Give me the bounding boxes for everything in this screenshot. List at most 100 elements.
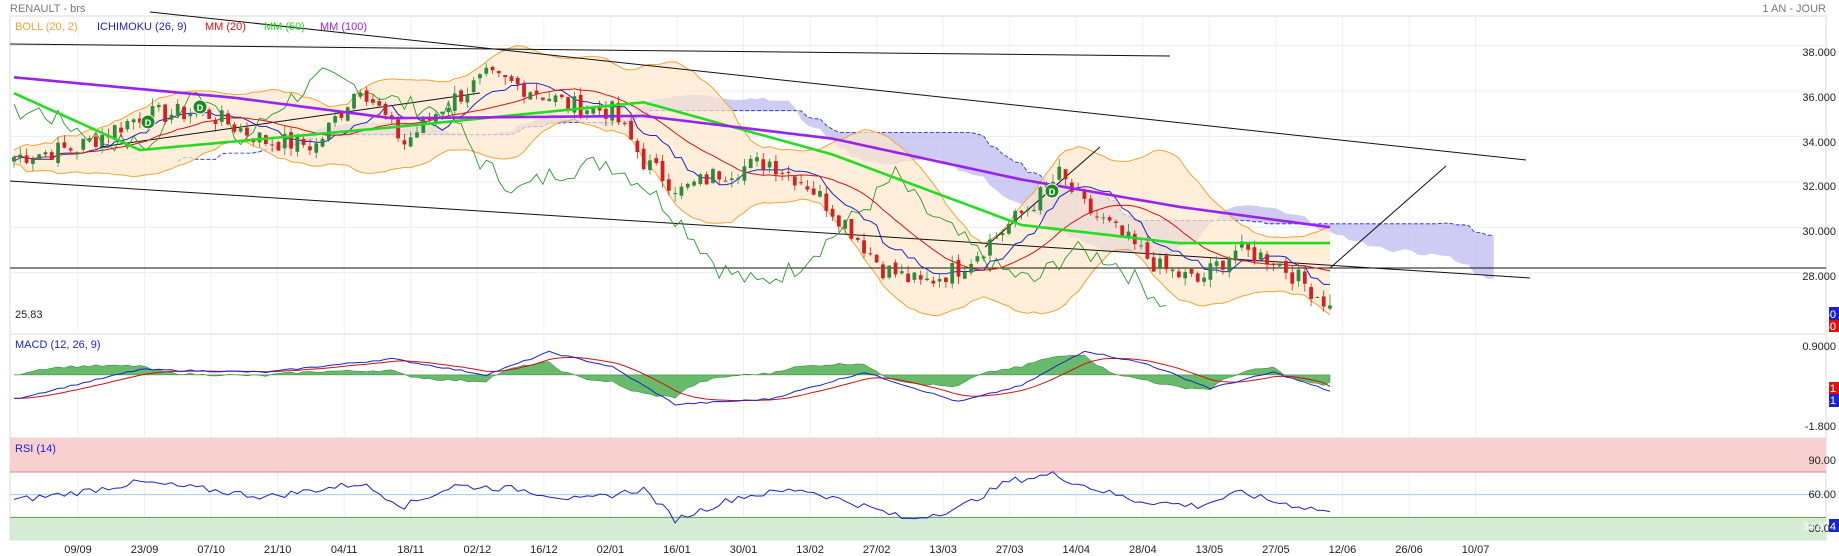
candle-body <box>396 119 400 139</box>
mm50-line <box>13 92 1330 245</box>
candle-body <box>37 154 42 159</box>
candle-body <box>232 124 237 132</box>
candle-body <box>811 188 816 195</box>
candle-body <box>175 103 180 115</box>
dividend-marker <box>140 114 156 130</box>
candle-body <box>704 174 709 185</box>
candle-body <box>641 148 646 170</box>
date-tick: 09/09 <box>64 544 92 556</box>
legend-boll[interactable]: BOLL (20, 2) <box>15 21 78 33</box>
legend-mm20[interactable]: MM (20) <box>205 21 246 33</box>
macd-last-value: -0.6041 <box>1799 395 1836 407</box>
candle-body <box>452 93 457 111</box>
candle-body <box>673 193 678 195</box>
macd-tick: -1.800 <box>1805 421 1836 433</box>
macd-last-hidden: -0.4371 <box>1799 383 1836 395</box>
candle-body <box>767 161 772 168</box>
candle-body <box>1038 187 1043 211</box>
rsi-label[interactable]: RSI (14) <box>15 443 56 455</box>
candle-body <box>660 161 665 181</box>
candle-body <box>119 127 123 133</box>
candle-body <box>1063 169 1068 180</box>
price-last-value: 26.560 <box>1802 309 1836 321</box>
candle-body <box>1025 209 1030 211</box>
candle-body <box>874 254 879 263</box>
candle-body <box>377 101 382 106</box>
candle-body <box>622 123 627 125</box>
candle-body <box>692 181 696 186</box>
rsi-line <box>13 471 1331 524</box>
candle-body <box>93 136 98 147</box>
ichimoku-chikou <box>13 67 1167 307</box>
candle-body <box>604 108 608 119</box>
candle-body <box>685 183 690 188</box>
macd-label[interactable]: MACD (12, 26, 9) <box>15 339 101 351</box>
candle-body <box>364 90 369 102</box>
candle-body <box>459 90 463 102</box>
legend-mm50[interactable]: MM (50) <box>264 21 305 33</box>
legend-ichimoku[interactable]: ICHIMOKU (26, 9) <box>97 21 187 33</box>
candle-body <box>679 186 684 196</box>
candle-body <box>1101 217 1106 219</box>
candle-body <box>616 102 621 123</box>
legend-mm100[interactable]: MM (100) <box>320 21 367 33</box>
candle-body <box>308 146 312 151</box>
date-tick: 27/03 <box>996 544 1024 556</box>
candle-body <box>358 92 363 97</box>
mm20-line <box>13 88 1331 272</box>
candle-body <box>666 179 671 191</box>
candle-body <box>547 98 552 102</box>
candle-body <box>1252 247 1257 262</box>
candle-body <box>994 237 999 239</box>
date-tick: 28/04 <box>1129 544 1157 556</box>
price-axis: 38.000 36.000 34.000 32.000 30.000 28.00… <box>1802 47 1836 283</box>
candle-body <box>629 120 633 140</box>
candle-body <box>522 83 526 97</box>
trend-line <box>1329 165 1447 269</box>
macd-panel <box>9 333 1827 439</box>
candle-body <box>1139 245 1143 247</box>
candle-body <box>12 157 16 162</box>
candle-body <box>68 148 73 151</box>
candle-body <box>572 96 577 113</box>
period-label[interactable]: 1 AN - JOUR <box>1762 3 1826 15</box>
candle-body <box>440 111 445 114</box>
candle-body <box>345 107 350 121</box>
candle-body <box>1284 260 1288 273</box>
candle-body <box>597 106 602 111</box>
candle-body <box>792 176 797 186</box>
candle-body <box>1208 263 1213 280</box>
candle-body <box>1315 296 1320 298</box>
dividend-marker <box>192 99 208 115</box>
candle-body <box>534 90 539 95</box>
candle-body <box>1183 272 1188 279</box>
candle-body <box>484 67 489 74</box>
date-tick: 16/01 <box>663 544 691 556</box>
candle-body <box>748 158 753 169</box>
date-tick: 16/12 <box>530 544 558 556</box>
candle-body <box>553 95 558 103</box>
candle-body <box>818 191 822 197</box>
candle-body <box>1189 268 1194 274</box>
candle-body <box>774 160 778 175</box>
candle-body <box>282 133 287 149</box>
candle-body <box>868 253 873 255</box>
candle-body <box>761 159 766 171</box>
candle-body <box>1290 272 1295 284</box>
date-tick: 18/11 <box>397 544 424 556</box>
candle-body <box>975 256 980 262</box>
candle-body <box>881 264 885 279</box>
candle-body <box>427 118 432 120</box>
candle-body <box>836 215 841 227</box>
candle-body <box>24 155 29 163</box>
rsi-tick: 60.00 <box>1808 489 1836 501</box>
candle-body <box>711 168 715 184</box>
candle-body <box>654 158 659 164</box>
candle-body <box>1328 305 1332 309</box>
candle-body <box>188 113 193 117</box>
bollinger-upper <box>13 44 1331 245</box>
price-tick: 30.000 <box>1802 226 1836 238</box>
candle-body <box>541 97 545 100</box>
candle-body <box>912 272 917 280</box>
candle-body <box>1277 263 1282 267</box>
